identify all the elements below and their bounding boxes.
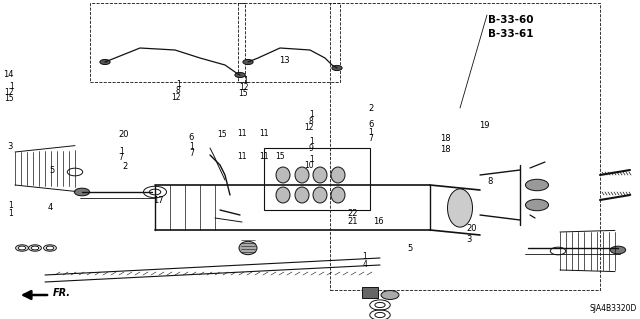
Text: 8: 8 bbox=[488, 177, 493, 186]
Text: 1: 1 bbox=[119, 147, 124, 156]
Text: 15: 15 bbox=[275, 152, 285, 161]
Text: 4: 4 bbox=[362, 260, 367, 269]
Circle shape bbox=[525, 179, 548, 191]
Text: 4: 4 bbox=[47, 203, 52, 212]
Text: 1: 1 bbox=[362, 252, 367, 261]
Text: 21: 21 bbox=[348, 217, 358, 226]
Circle shape bbox=[611, 246, 626, 254]
Text: 1: 1 bbox=[8, 201, 13, 210]
Circle shape bbox=[235, 72, 245, 78]
Circle shape bbox=[332, 65, 342, 70]
Text: 11: 11 bbox=[237, 130, 246, 138]
Circle shape bbox=[381, 291, 399, 300]
Text: 10: 10 bbox=[304, 161, 314, 170]
Text: FR.: FR. bbox=[52, 288, 70, 298]
Text: 1: 1 bbox=[309, 110, 314, 119]
Text: 12: 12 bbox=[4, 88, 14, 97]
Circle shape bbox=[100, 59, 110, 64]
Circle shape bbox=[243, 59, 253, 64]
Ellipse shape bbox=[276, 167, 290, 183]
Text: 19: 19 bbox=[479, 121, 489, 130]
Text: 15: 15 bbox=[239, 89, 248, 98]
Text: 11: 11 bbox=[259, 130, 269, 138]
Text: 13: 13 bbox=[279, 56, 290, 65]
Ellipse shape bbox=[331, 187, 345, 203]
Ellipse shape bbox=[447, 189, 472, 227]
Text: 7: 7 bbox=[368, 134, 373, 143]
Text: 17: 17 bbox=[154, 197, 164, 205]
Text: 12: 12 bbox=[304, 123, 314, 132]
Text: 12: 12 bbox=[171, 93, 180, 102]
Ellipse shape bbox=[313, 187, 327, 203]
Ellipse shape bbox=[276, 187, 290, 203]
Text: 18: 18 bbox=[440, 134, 451, 143]
Text: 7: 7 bbox=[118, 153, 124, 162]
Text: 5: 5 bbox=[407, 244, 412, 253]
Text: 1: 1 bbox=[309, 137, 314, 146]
Text: 6: 6 bbox=[368, 120, 373, 129]
Bar bbox=[238, 3, 340, 82]
Bar bbox=[330, 3, 600, 290]
Circle shape bbox=[74, 188, 90, 196]
Text: 2: 2 bbox=[368, 104, 373, 113]
Text: 3: 3 bbox=[466, 235, 471, 244]
Bar bbox=[90, 3, 245, 82]
FancyBboxPatch shape bbox=[362, 287, 378, 298]
Ellipse shape bbox=[331, 167, 345, 183]
Text: SJA4B3320D: SJA4B3320D bbox=[589, 304, 637, 313]
Text: 20: 20 bbox=[466, 224, 476, 233]
Text: 3: 3 bbox=[8, 142, 13, 151]
Text: 15: 15 bbox=[218, 130, 227, 139]
Ellipse shape bbox=[313, 167, 327, 183]
Text: 15: 15 bbox=[4, 94, 14, 103]
Text: 18: 18 bbox=[440, 145, 451, 154]
Text: 7: 7 bbox=[189, 149, 194, 158]
Text: B-33-61: B-33-61 bbox=[488, 29, 533, 39]
Ellipse shape bbox=[239, 241, 257, 255]
Text: 20: 20 bbox=[118, 130, 129, 139]
Text: 1: 1 bbox=[10, 82, 14, 91]
Ellipse shape bbox=[295, 187, 309, 203]
Text: 1: 1 bbox=[176, 80, 180, 89]
Text: 6: 6 bbox=[189, 133, 194, 142]
Text: 1: 1 bbox=[8, 209, 13, 218]
Text: 2: 2 bbox=[123, 162, 128, 171]
Text: 1: 1 bbox=[368, 128, 372, 137]
Text: 11: 11 bbox=[237, 152, 246, 161]
Text: B-33-60: B-33-60 bbox=[488, 15, 533, 25]
Text: 12: 12 bbox=[239, 83, 248, 92]
Text: 1: 1 bbox=[244, 76, 248, 85]
Text: 22: 22 bbox=[348, 209, 358, 218]
Bar bbox=[264, 148, 370, 210]
Text: 16: 16 bbox=[373, 217, 384, 226]
Text: 8: 8 bbox=[309, 117, 314, 126]
Text: 14: 14 bbox=[4, 70, 14, 78]
Text: 1: 1 bbox=[189, 142, 194, 151]
Text: 9: 9 bbox=[308, 144, 314, 153]
Ellipse shape bbox=[295, 167, 309, 183]
Text: 8: 8 bbox=[176, 86, 180, 95]
Text: 1: 1 bbox=[309, 155, 314, 164]
Text: 5: 5 bbox=[50, 166, 55, 175]
Text: 11: 11 bbox=[259, 152, 269, 161]
Circle shape bbox=[525, 199, 548, 211]
